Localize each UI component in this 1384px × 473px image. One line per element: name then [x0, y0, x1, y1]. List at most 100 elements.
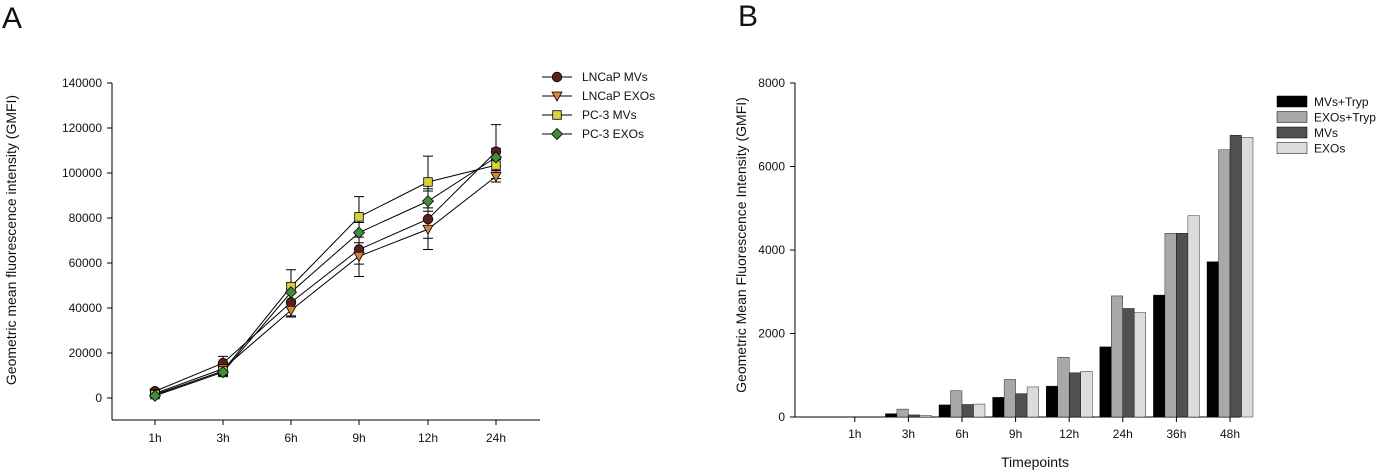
- bar-mvs-3h: [908, 414, 921, 418]
- bar-exos-tryp-48h: [1218, 149, 1231, 418]
- series-lines: [154, 151, 497, 397]
- x-tick-label: 24h: [1113, 427, 1133, 441]
- x-ticks: 1h 3h 6h 9h 12h 24h 36h 48h: [848, 417, 1240, 441]
- lncap-exos-point: [490, 171, 502, 183]
- bars: [885, 134, 1254, 418]
- bar-mvs-24h: [1122, 308, 1135, 418]
- line-chart: Geometric mean fluorescence intensity (G…: [3, 70, 655, 445]
- bar-exos-48h: [1241, 137, 1254, 418]
- bar-mvs-36h: [1176, 233, 1189, 418]
- bar-exos-3h: [919, 415, 932, 418]
- legend-label: MVs: [1314, 126, 1338, 140]
- y-tick-label: 80000: [69, 211, 103, 225]
- legend-label: LNCaP MVs: [582, 70, 648, 84]
- legend-swatch: [1276, 95, 1308, 108]
- legend-label: PC-3 MVs: [582, 108, 637, 122]
- lncap-exos-point: [422, 224, 434, 236]
- legend-label: EXOs: [1314, 142, 1345, 156]
- legend-marker: [551, 71, 563, 83]
- y-ticks: 0 20000 40000 60000 80000 100000 120000 140000: [62, 76, 112, 405]
- legend-label: PC-3 EXOs: [582, 127, 644, 141]
- lncap-mvs-point: [422, 213, 434, 225]
- bar-mvs-48h: [1229, 134, 1242, 418]
- lncap-exos-point: [285, 305, 297, 317]
- pc-3-exos-point: [421, 195, 435, 208]
- y-tick-label: 0: [95, 391, 102, 405]
- legend: LNCaP MVs LNCaP EXOs PC-3 MVs PC-3 EXOs: [542, 70, 655, 141]
- bar-mvs-tryp-3h: [885, 413, 898, 418]
- y-tick-label: 40000: [69, 301, 103, 315]
- y-tick-label: 20000: [69, 346, 103, 360]
- lncap-exos-point: [353, 251, 365, 263]
- legend-marker: [551, 91, 563, 102]
- y-tick-label: 100000: [62, 166, 102, 180]
- x-tick-label: 3h: [216, 431, 229, 445]
- pc-3-exos-point: [352, 226, 366, 239]
- legend-swatch: [1276, 111, 1308, 123]
- x-tick-label: 24h: [486, 431, 506, 445]
- x-tick-label: 1h: [148, 431, 161, 445]
- pc-3-exos-point: [216, 366, 230, 379]
- x-tick-label: 9h: [352, 431, 365, 445]
- y-tick-label: 140000: [62, 76, 102, 90]
- y-tick-label: 4000: [758, 243, 785, 257]
- pc-3-mvs-line: [154, 164, 497, 396]
- pc-3-exos-point: [489, 151, 503, 164]
- y-tick-label: 60000: [69, 256, 103, 270]
- y-tick-label: 8000: [758, 76, 785, 90]
- x-tick-label: 1h: [848, 427, 861, 441]
- y-tick-label: 120000: [62, 121, 102, 135]
- x-tick-label: 36h: [1166, 427, 1186, 441]
- bar-mvs-9h: [1015, 393, 1028, 418]
- bar-exos-6h: [973, 403, 986, 418]
- panel-label-b: B: [738, 0, 758, 33]
- bar-exos-tryp-6h: [950, 390, 963, 418]
- y-ticks: 0 2000 4000 6000 8000: [758, 76, 795, 424]
- pc-3-mvs-point: [354, 212, 364, 222]
- legend-marker: [552, 110, 562, 120]
- pc-3-exos-point: [148, 389, 162, 402]
- x-tick-label: 6h: [955, 427, 968, 441]
- x-tick-label: 12h: [1059, 427, 1079, 441]
- bar-chart: Geometric Mean Fluorescence Intensity (G…: [733, 76, 1376, 470]
- bar-exos-tryp-9h: [1003, 379, 1016, 418]
- bar-mvs-tryp-48h: [1206, 261, 1219, 418]
- bar-mvs-12h: [1068, 372, 1081, 418]
- legend-marker: [550, 127, 564, 141]
- x-tick-label: 9h: [1009, 427, 1022, 441]
- x-ticks: 1h 3h 6h 9h 12h 24h: [148, 420, 506, 445]
- legend-label: MVs+Tryp: [1314, 95, 1369, 109]
- x-tick-label: 6h: [284, 431, 297, 445]
- bar-mvs-6h: [961, 404, 974, 418]
- legend-swatch: [1276, 142, 1308, 154]
- x-axis-title: Timepoints: [1001, 454, 1069, 470]
- bar-mvs-tryp-12h: [1045, 385, 1058, 418]
- x-tick-label: 3h: [902, 427, 915, 441]
- bar-mvs-tryp-24h: [1099, 346, 1112, 418]
- y-tick-label: 2000: [758, 327, 785, 341]
- y-tick-label: 6000: [758, 160, 785, 174]
- lncap-mvs-line: [154, 151, 497, 392]
- bar-exos-tryp-3h: [896, 408, 909, 418]
- lncap-exos-line: [154, 175, 497, 394]
- bar-exos-tryp-24h: [1111, 295, 1124, 418]
- legend-swatch: [1276, 126, 1308, 139]
- bar-mvs-tryp-9h: [992, 397, 1005, 418]
- series-markers: [148, 146, 503, 402]
- legend-label: EXOs+Tryp: [1314, 111, 1376, 125]
- y-axis-title: Geometric Mean Fluorescence Intensity (G…: [733, 97, 749, 393]
- bar-exos-36h: [1187, 215, 1200, 418]
- y-axis-title: Geometric mean fluorescence intensity (G…: [3, 95, 19, 385]
- lncap-mvs-point: [285, 297, 297, 308]
- bar-exos-12h: [1080, 371, 1093, 418]
- y-tick-label: 0: [778, 410, 785, 424]
- pc-3-exos-line: [154, 156, 497, 397]
- error-bars: [150, 124, 501, 398]
- bar-mvs-tryp-36h: [1153, 294, 1166, 418]
- bar-exos-9h: [1026, 386, 1039, 418]
- pc-3-mvs-point: [423, 177, 433, 187]
- legend-label: LNCaP EXOs: [582, 89, 655, 103]
- pc-3-exos-point: [284, 286, 298, 299]
- x-tick-label: 48h: [1220, 427, 1240, 441]
